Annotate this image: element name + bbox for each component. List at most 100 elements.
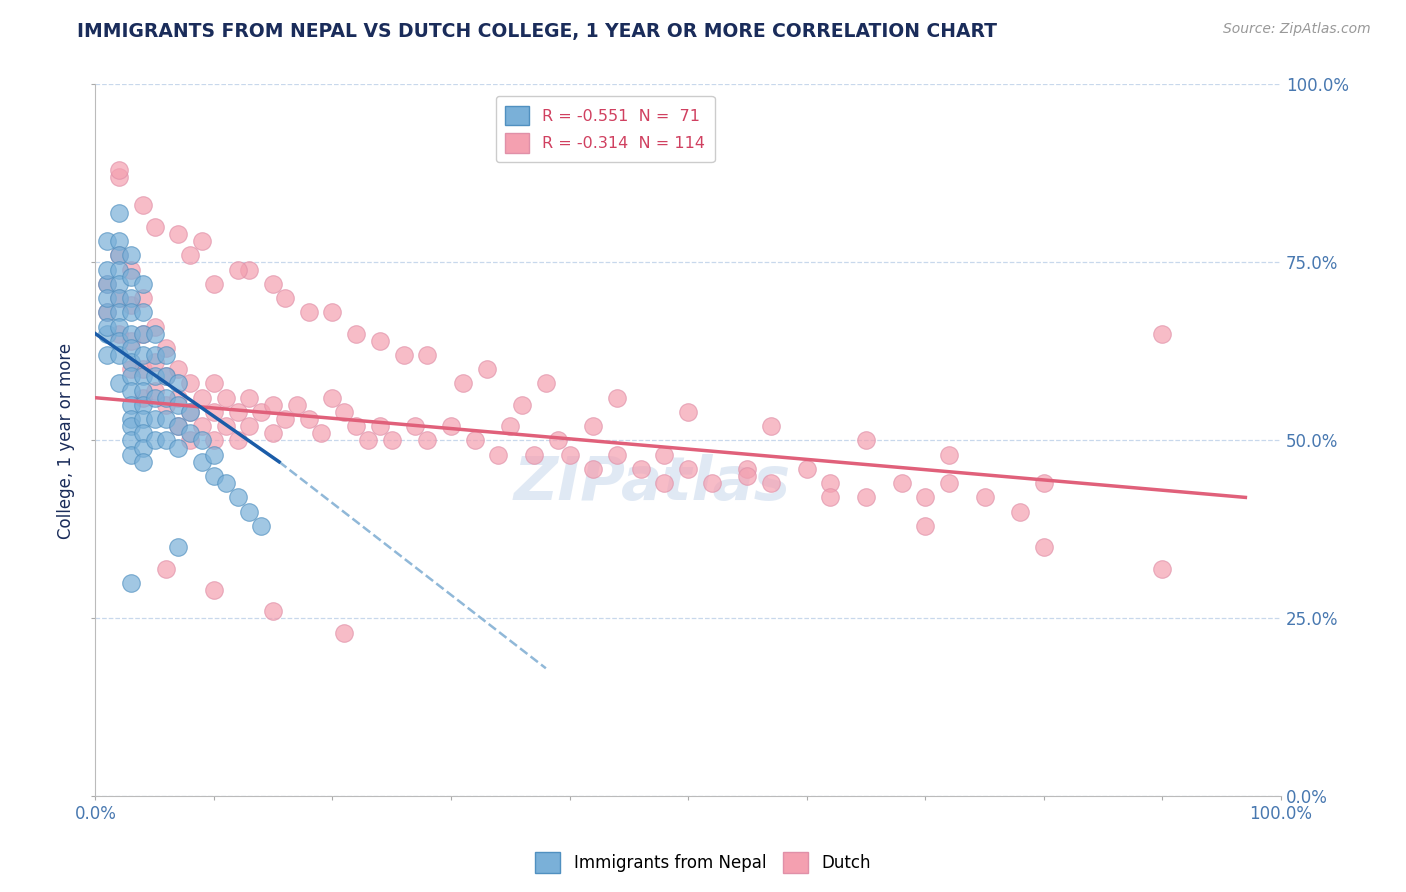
Point (96, 234, 118, 248)
Point (143, 369, 166, 384)
Point (143, 219, 166, 234)
Point (179, 405, 201, 419)
Point (143, 355, 166, 369)
Point (96, 262, 118, 277)
Point (250, 519, 273, 533)
Point (108, 348, 131, 362)
Point (558, 448, 581, 462)
Point (820, 491, 842, 505)
Point (108, 162, 131, 177)
Point (226, 405, 249, 419)
Legend: R = -0.551  N =  71, R = -0.314  N = 114: R = -0.551 N = 71, R = -0.314 N = 114 (496, 96, 714, 162)
Point (938, 448, 960, 462)
Point (120, 298, 142, 312)
Point (274, 412, 297, 426)
Point (120, 291, 142, 305)
Point (96, 319, 118, 334)
Point (155, 369, 177, 384)
Point (238, 262, 260, 277)
Point (191, 391, 214, 405)
Point (120, 434, 142, 448)
Point (96, 291, 118, 305)
Point (120, 326, 142, 341)
Point (132, 348, 155, 362)
Point (132, 441, 155, 455)
Point (440, 419, 463, 434)
Point (96, 305, 118, 319)
Point (120, 334, 142, 348)
Point (464, 434, 486, 448)
Point (132, 455, 155, 469)
Point (132, 362, 155, 376)
Point (238, 419, 260, 434)
Point (654, 476, 676, 491)
Point (309, 426, 332, 441)
Point (167, 376, 190, 391)
Point (108, 305, 131, 319)
Point (167, 541, 190, 555)
Point (167, 362, 190, 376)
Point (108, 326, 131, 341)
Point (132, 391, 155, 405)
Point (381, 434, 404, 448)
Point (855, 491, 877, 505)
Point (143, 384, 166, 398)
Point (132, 326, 155, 341)
Point (215, 476, 238, 491)
Point (143, 326, 166, 341)
Point (155, 369, 177, 384)
Point (547, 434, 569, 448)
Point (132, 369, 155, 384)
Point (534, 376, 557, 391)
Point (1032, 541, 1054, 555)
Point (606, 448, 628, 462)
Point (132, 305, 155, 319)
Point (202, 582, 225, 597)
Point (226, 434, 249, 448)
Point (737, 462, 759, 476)
Point (262, 398, 284, 412)
Point (333, 405, 356, 419)
Point (344, 419, 367, 434)
Point (108, 291, 131, 305)
Point (973, 491, 995, 505)
Point (132, 198, 155, 212)
Point (155, 341, 177, 355)
Text: IMMIGRANTS FROM NEPAL VS DUTCH COLLEGE, 1 YEAR OR MORE CORRELATION CHART: IMMIGRANTS FROM NEPAL VS DUTCH COLLEGE, … (77, 22, 997, 41)
Point (796, 462, 818, 476)
Point (250, 405, 273, 419)
Point (321, 305, 343, 319)
Point (143, 391, 166, 405)
Point (475, 362, 498, 376)
Point (451, 376, 474, 391)
Point (676, 405, 699, 419)
Point (700, 476, 723, 491)
Point (155, 398, 177, 412)
Point (120, 419, 142, 434)
Point (488, 448, 510, 462)
Point (96, 348, 118, 362)
Point (120, 398, 142, 412)
Point (890, 476, 912, 491)
Point (510, 398, 533, 412)
Point (108, 169, 131, 184)
Point (132, 291, 155, 305)
Point (96, 277, 118, 291)
Point (262, 426, 284, 441)
Point (238, 391, 260, 405)
Point (108, 376, 131, 391)
Point (523, 448, 546, 462)
Point (191, 419, 214, 434)
Point (202, 405, 225, 419)
Point (215, 391, 238, 405)
Point (108, 291, 131, 305)
Point (120, 305, 142, 319)
Point (392, 348, 415, 362)
Point (132, 412, 155, 426)
Point (179, 426, 201, 441)
Point (759, 419, 782, 434)
Point (321, 391, 343, 405)
Point (155, 391, 177, 405)
Point (416, 348, 439, 362)
Point (155, 412, 177, 426)
